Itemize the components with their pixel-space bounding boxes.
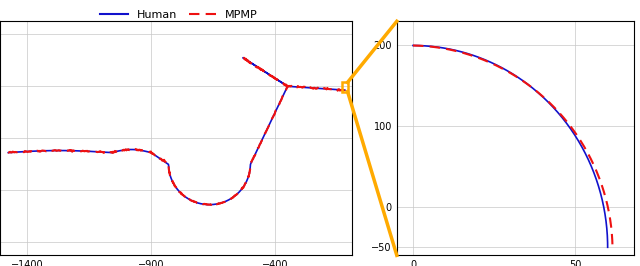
- Bar: [342, 82, 348, 92]
- Legend: Human, MPMP: Human, MPMP: [96, 6, 262, 24]
